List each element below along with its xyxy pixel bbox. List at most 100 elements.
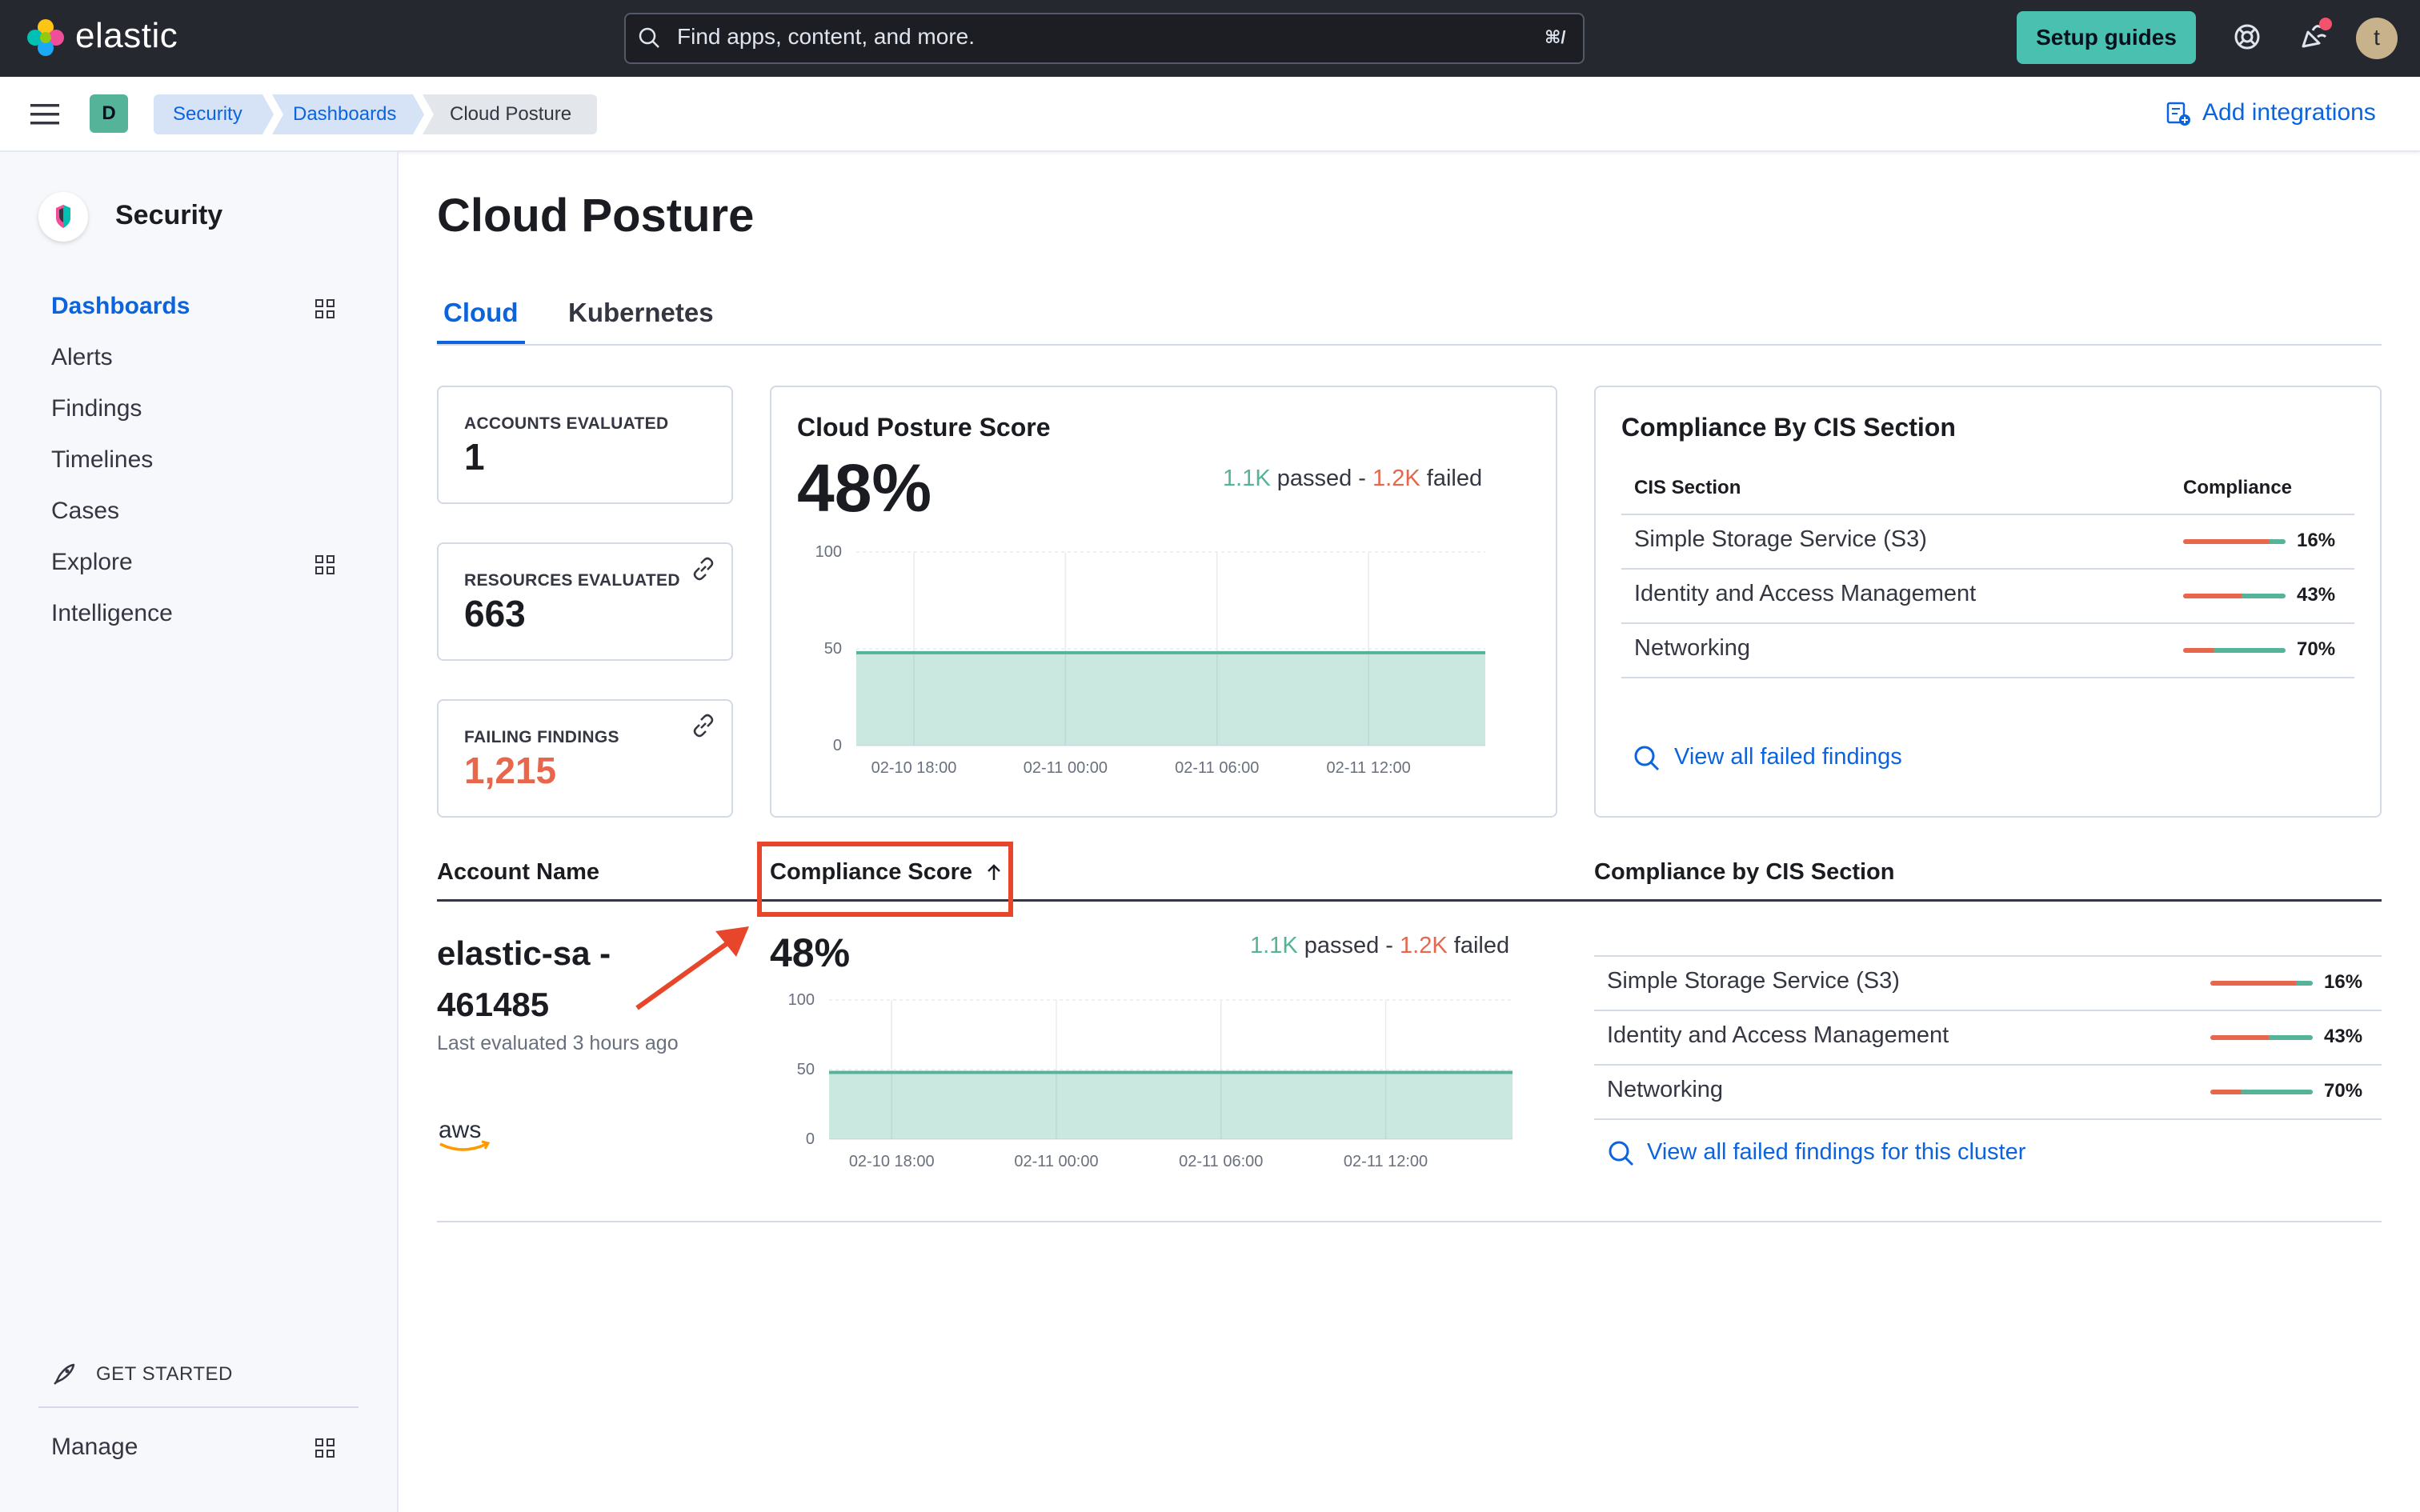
x-tick-label: 02-11 06:00 [1175, 759, 1259, 777]
y-tick-label: 0 [833, 737, 842, 754]
compliance-percentage: 16% [2297, 530, 2336, 551]
y-tick-label: 100 [815, 543, 842, 561]
grid-icon[interactable] [314, 298, 336, 320]
view-all-failed-findings-cluster-link[interactable]: View all failed findings for this cluste… [1647, 1139, 2026, 1165]
row-trend-chart: 0 50 100 02-10 18:00 02-11 00:00 02-11 06:00 0… [788, 991, 1512, 1170]
row-failed-count: 1.2K [1400, 933, 1448, 958]
compliance-percentage: 43% [2324, 1026, 2363, 1047]
tab-kubernetes[interactable]: Kubernetes [568, 298, 714, 327]
aws-logo-text: aws [439, 1117, 481, 1143]
search-placeholder[interactable]: Find apps, content, and more. [677, 24, 975, 49]
row-passed-word: passed - [1304, 933, 1393, 958]
row-passed-count: 1.1K [1250, 933, 1298, 958]
failing-findings-value: 1,215 [464, 750, 557, 791]
cis-card-title: Compliance By CIS Section [1621, 413, 1956, 442]
menu-icon[interactable] [30, 104, 59, 125]
y-tick-label: 50 [824, 640, 842, 658]
account-name-column-header[interactable]: Account Name [437, 859, 600, 885]
cis-section-name[interactable]: Networking [1607, 1077, 1724, 1102]
y-tick-label: 50 [797, 1061, 815, 1078]
tab-cloud[interactable]: Cloud [443, 298, 519, 327]
compliance-score-column-header[interactable]: Compliance Score [770, 859, 1004, 886]
cis-section-name[interactable]: Identity and Access Management [1634, 581, 1977, 606]
elastic-logo-icon[interactable] [26, 18, 66, 58]
add-integrations-icon[interactable] [2166, 101, 2191, 126]
last-evaluated-text: Last evaluated 3 hours ago [437, 1032, 679, 1054]
row-pass-fail-summary: 1.1K passed - 1.2K failed [1250, 933, 1509, 959]
page-title: Cloud Posture [437, 190, 755, 242]
elastic-logo-text[interactable]: elastic [75, 16, 178, 55]
sidebar-item-timelines[interactable]: Timelines [51, 446, 154, 473]
x-tick-label: 02-11 00:00 [1024, 759, 1108, 777]
score-area [856, 652, 1485, 746]
cis-compliance-card [1594, 386, 2382, 818]
cis-section-name[interactable]: Identity and Access Management [1607, 1022, 1949, 1048]
tabs-divider [437, 344, 2382, 346]
aws-logo-icon: aws [439, 1117, 491, 1151]
score-area [829, 1072, 1512, 1139]
failed-word: failed [1426, 466, 1483, 491]
y-tick-label: 100 [788, 991, 815, 1009]
search-icon [1634, 746, 1660, 771]
posture-trend-chart: 0 50 100 02-10 18:00 02-11 00:00 02-11 06:00 0… [815, 543, 1485, 777]
cis-section-column-header[interactable]: CIS Section [1634, 477, 1741, 498]
row-cis-top-divider [1594, 955, 2382, 957]
accounts-evaluated-value: 1 [464, 436, 485, 478]
passed-count: 1.1K [1223, 466, 1271, 491]
row-failed-word: failed [1453, 933, 1510, 958]
score-card-title: Cloud Posture Score [797, 413, 1051, 442]
space-avatar[interactable]: D [90, 94, 128, 133]
x-tick-label: 02-10 18:00 [849, 1153, 935, 1170]
breadcrumb-security[interactable]: Security [154, 94, 274, 134]
setup-guides-button[interactable]: Setup guides [2017, 11, 2196, 64]
breadcrumb-cloud-posture: Cloud Posture [423, 94, 597, 134]
security-sidebar [0, 152, 399, 1512]
sidebar-item-dashboards[interactable]: Dashboards [51, 293, 190, 319]
sort-ascending-icon [988, 864, 1000, 881]
notification-dot [2319, 18, 2332, 30]
sidebar-divider [38, 1406, 359, 1408]
sidebar-item-alerts[interactable]: Alerts [51, 344, 113, 370]
help-icon[interactable] [2233, 22, 2262, 51]
sidebar-item-findings[interactable]: Findings [51, 395, 142, 422]
sidebar-item-intelligence[interactable]: Intelligence [51, 600, 173, 626]
cis-row-divider [1621, 622, 2354, 624]
grid-icon[interactable] [314, 1437, 336, 1459]
cis-row-divider [1621, 677, 2354, 678]
cis-section-name[interactable]: Simple Storage Service (S3) [1634, 526, 1927, 552]
highlight-annotation-box [757, 842, 1013, 917]
compliance-progress-bar [2183, 594, 2286, 598]
compliance-percentage: 70% [2324, 1080, 2363, 1102]
x-tick-label: 02-11 00:00 [1014, 1153, 1098, 1170]
x-tick-label: 02-10 18:00 [871, 759, 957, 777]
failing-findings-label: FAILING FINDINGS [464, 728, 619, 746]
cis-section-column-header[interactable]: Compliance by CIS Section [1594, 859, 1895, 885]
cis-section-name[interactable]: Networking [1634, 635, 1751, 661]
link-icon[interactable] [690, 712, 717, 739]
resources-evaluated-card [437, 542, 733, 661]
get-started-link[interactable]: GET STARTED [96, 1363, 233, 1385]
add-integrations-link[interactable]: Add integrations [2202, 99, 2376, 126]
view-all-failed-findings-link[interactable]: View all failed findings [1674, 744, 1902, 770]
global-search-input[interactable] [624, 13, 1585, 64]
compliance-column-header[interactable]: Compliance [2183, 477, 2293, 498]
search-icon [1609, 1141, 1634, 1166]
accounts-evaluated-label: ACCOUNTS EVALUATED [464, 414, 669, 433]
link-icon[interactable] [690, 555, 717, 582]
sidebar-item-explore[interactable]: Explore [51, 549, 133, 575]
compliance-progress-bar [2183, 648, 2286, 653]
compliance-percentage: 43% [2297, 584, 2336, 606]
cis-header-divider [1621, 514, 2354, 515]
compliance-percentage: 70% [2297, 638, 2336, 660]
sidebar-item-manage[interactable]: Manage [51, 1434, 138, 1460]
user-avatar[interactable]: t [2356, 18, 2398, 59]
cis-row-divider [1621, 568, 2354, 570]
sidebar-item-cases[interactable]: Cases [51, 498, 120, 524]
cis-section-name[interactable]: Simple Storage Service (S3) [1607, 968, 1900, 994]
annotation-arrow [635, 926, 749, 1010]
resources-evaluated-label: RESOURCES EVALUATED [464, 571, 680, 590]
account-name[interactable]: elastic-sa - 461485 [437, 934, 611, 1023]
grid-icon[interactable] [314, 554, 336, 576]
sidebar-title: Security [115, 200, 223, 230]
breadcrumb-dashboards[interactable]: Dashboards [272, 94, 424, 134]
